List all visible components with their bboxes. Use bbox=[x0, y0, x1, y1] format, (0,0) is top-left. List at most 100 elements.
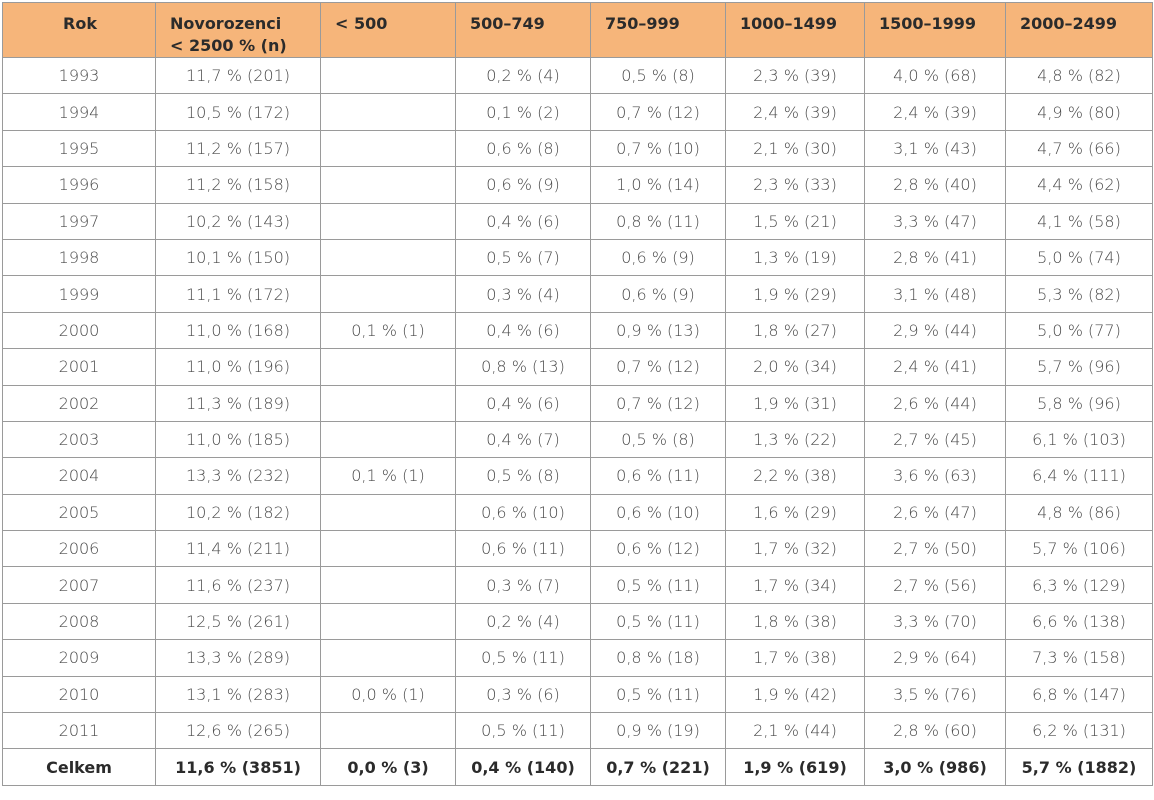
table-row: 1997 10,2 % (143) 0,4 % (6) 0,8 % (11) 1,5 %… bbox=[2, 202, 1153, 240]
table-row: 2011 12,6 % (265) 0,5 % (11) 0,9 % (19) 2,1 … bbox=[2, 712, 1153, 750]
year-cell: 1998 bbox=[2, 238, 156, 277]
total-row: Celkem 11,6 % (3851) 0,0 % (3) 0,4 % (140) 0… bbox=[2, 748, 1153, 786]
table-cell: 2,8 % (41) bbox=[864, 238, 1006, 277]
table-row: 2000 11,0 % (168) 0,1 % (1) 0,4 % (6) 0,9 % … bbox=[2, 311, 1153, 350]
table-row: 1995 11,2 % (157) 0,6 % (8) 0,7 % (10) 2,1 %… bbox=[2, 129, 1153, 168]
column-header: 500–749 bbox=[455, 2, 591, 58]
table-cell: 0,5 % (8) bbox=[590, 56, 726, 95]
table-body: 1993 11,7 % (201) 0,2 % (4) 0,5 % (8) 2,3 % … bbox=[2, 56, 1153, 786]
table-cell: 11,4 % (211) bbox=[155, 530, 321, 568]
table-cell: 3,1 % (43) bbox=[864, 129, 1006, 168]
table-cell bbox=[320, 348, 456, 386]
table-cell: 4,1 % (58) bbox=[1005, 202, 1153, 240]
total-cell: 0,0 % (3) bbox=[320, 748, 456, 786]
table-row: 2009 13,3 % (289) 0,5 % (11) 0,8 % (18) 1,7 … bbox=[2, 639, 1153, 677]
table-cell: 1,5 % (21) bbox=[725, 202, 865, 240]
table-cell: 1,7 % (32) bbox=[725, 530, 865, 568]
table-cell: 13,3 % (232) bbox=[155, 457, 321, 495]
table-cell: 6,4 % (111) bbox=[1005, 457, 1153, 495]
table-cell: 0,6 % (9) bbox=[590, 275, 726, 313]
table-cell: 0,4 % (6) bbox=[455, 311, 591, 350]
table-cell: 4,0 % (68) bbox=[864, 56, 1006, 95]
table-cell bbox=[320, 275, 456, 313]
table-cell: 1,7 % (34) bbox=[725, 566, 865, 604]
year-cell: 1994 bbox=[2, 93, 156, 131]
table-cell: 1,3 % (19) bbox=[725, 238, 865, 277]
table-cell: 0,9 % (13) bbox=[590, 311, 726, 350]
table-cell: 2,6 % (44) bbox=[864, 384, 1006, 422]
table-cell: 11,6 % (237) bbox=[155, 566, 321, 604]
table-cell: 0,3 % (4) bbox=[455, 275, 591, 313]
table-cell: 3,1 % (48) bbox=[864, 275, 1006, 313]
table-cell bbox=[320, 566, 456, 604]
table-cell: 0,7 % (10) bbox=[590, 129, 726, 168]
table-cell: 10,2 % (143) bbox=[155, 202, 321, 240]
table-cell: 11,7 % (201) bbox=[155, 56, 321, 95]
table-cell: 2,2 % (38) bbox=[725, 457, 865, 495]
table-cell: 10,5 % (172) bbox=[155, 93, 321, 131]
table-row: 2002 11,3 % (189) 0,4 % (6) 0,7 % (12) 1,9 %… bbox=[2, 384, 1153, 422]
table-cell: 0,8 % (11) bbox=[590, 202, 726, 240]
table-cell: 12,6 % (265) bbox=[155, 712, 321, 750]
table-cell: 0,3 % (7) bbox=[455, 566, 591, 604]
table-cell: 2,0 % (34) bbox=[725, 348, 865, 386]
year-cell: 2001 bbox=[2, 348, 156, 386]
table-cell: 1,8 % (38) bbox=[725, 602, 865, 641]
table-cell bbox=[320, 602, 456, 641]
table-cell: 0,6 % (8) bbox=[455, 129, 591, 168]
table-cell: 5,7 % (96) bbox=[1005, 348, 1153, 386]
table-cell: 12,5 % (261) bbox=[155, 602, 321, 641]
table-cell: 0,5 % (8) bbox=[455, 457, 591, 495]
table-cell: 13,1 % (283) bbox=[155, 675, 321, 714]
year-cell: 1993 bbox=[2, 56, 156, 95]
column-header: 1000–1499 bbox=[725, 2, 865, 58]
table-cell: 0,6 % (9) bbox=[590, 238, 726, 277]
table-cell: 4,8 % (86) bbox=[1005, 493, 1153, 532]
table-cell: 5,3 % (82) bbox=[1005, 275, 1153, 313]
table-cell: 5,0 % (77) bbox=[1005, 311, 1153, 350]
table-cell: 0,1 % (1) bbox=[320, 457, 456, 495]
table-row: 2010 13,1 % (283) 0,0 % (1) 0,3 % (6) 0,5 % … bbox=[2, 675, 1153, 714]
table-cell: 1,0 % (14) bbox=[590, 166, 726, 204]
table-cell: 0,6 % (9) bbox=[455, 166, 591, 204]
table-cell: 2,1 % (44) bbox=[725, 712, 865, 750]
total-cell: 5,7 % (1882) bbox=[1005, 748, 1153, 786]
table-cell: 1,9 % (42) bbox=[725, 675, 865, 714]
table-cell: 10,1 % (150) bbox=[155, 238, 321, 277]
year-cell: 2010 bbox=[2, 675, 156, 714]
table-cell: 0,3 % (6) bbox=[455, 675, 591, 714]
table-cell bbox=[320, 712, 456, 750]
table-cell: 11,0 % (185) bbox=[155, 420, 321, 459]
table-cell: 6,3 % (129) bbox=[1005, 566, 1153, 604]
table-cell: 0,4 % (7) bbox=[455, 420, 591, 459]
table-cell: 5,7 % (106) bbox=[1005, 530, 1153, 568]
table-cell: 10,2 % (182) bbox=[155, 493, 321, 532]
table-cell bbox=[320, 93, 456, 131]
table-row: 2003 11,0 % (185) 0,4 % (7) 0,5 % (8) 1,3 % … bbox=[2, 420, 1153, 459]
table-row: 2006 11,4 % (211) 0,6 % (11) 0,6 % (12) 1,7 … bbox=[2, 530, 1153, 568]
table-cell: 0,1 % (2) bbox=[455, 93, 591, 131]
header-row: Rok Novorozenci < 2500 % (n) < 500 500–749 7… bbox=[2, 2, 1153, 58]
year-cell: 1999 bbox=[2, 275, 156, 313]
table-cell: 0,6 % (10) bbox=[455, 493, 591, 532]
table-cell: 6,6 % (138) bbox=[1005, 602, 1153, 641]
table-row: 2001 11,0 % (196) 0,8 % (13) 0,7 % (12) 2,0 … bbox=[2, 348, 1153, 386]
table-cell: 1,9 % (31) bbox=[725, 384, 865, 422]
table-cell: 2,4 % (39) bbox=[725, 93, 865, 131]
table-cell: 4,7 % (66) bbox=[1005, 129, 1153, 168]
table-cell: 0,9 % (19) bbox=[590, 712, 726, 750]
column-header: 1500–1999 bbox=[864, 2, 1006, 58]
table-cell: 0,6 % (12) bbox=[590, 530, 726, 568]
table-cell: 11,1 % (172) bbox=[155, 275, 321, 313]
year-cell: 2009 bbox=[2, 639, 156, 677]
table-cell bbox=[320, 238, 456, 277]
table-row: 2004 13,3 % (232) 0,1 % (1) 0,5 % (8) 0,6 % … bbox=[2, 457, 1153, 495]
column-header: < 500 bbox=[320, 2, 456, 58]
table-row: 2008 12,5 % (261) 0,2 % (4) 0,5 % (11) 1,8 %… bbox=[2, 602, 1153, 641]
table-cell bbox=[320, 202, 456, 240]
table-row: 2005 10,2 % (182) 0,6 % (10) 0,6 % (10) 1,6 … bbox=[2, 493, 1153, 532]
table-cell bbox=[320, 166, 456, 204]
year-cell: 2003 bbox=[2, 420, 156, 459]
table-cell: 7,3 % (158) bbox=[1005, 639, 1153, 677]
table-cell: 0,7 % (12) bbox=[590, 348, 726, 386]
